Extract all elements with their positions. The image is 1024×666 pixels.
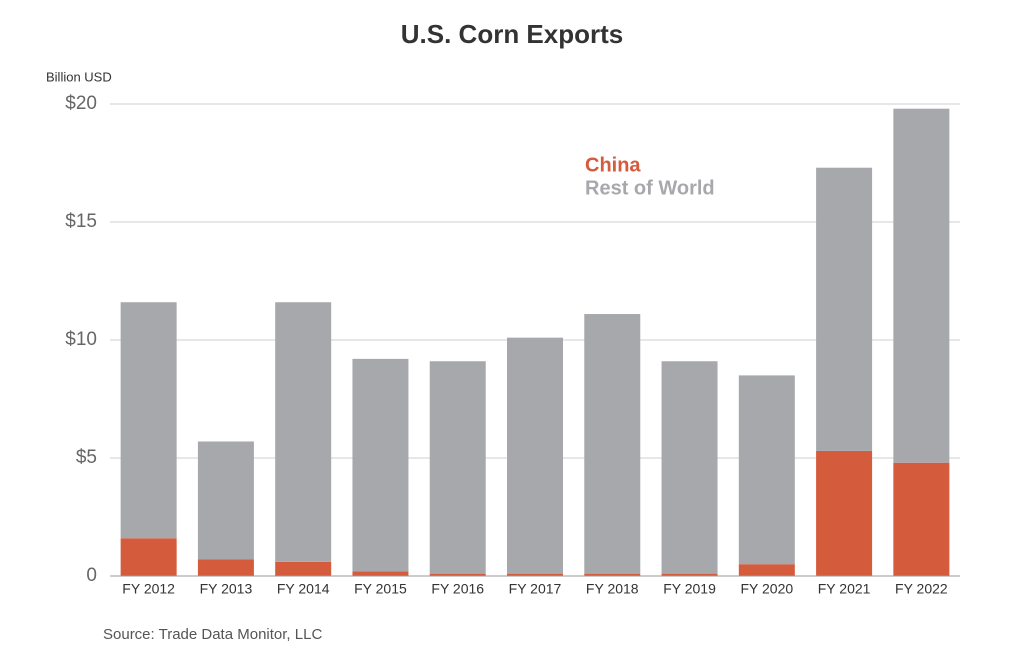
x-tick-label: FY 2017	[509, 581, 562, 597]
bar-segment	[816, 450, 873, 576]
bar-segment	[816, 167, 873, 451]
bar-segment	[197, 441, 254, 560]
legend-entry: Rest of World	[585, 177, 715, 199]
y-axis-label: Billion USD	[46, 69, 112, 84]
x-tick-label: FY 2022	[895, 581, 948, 597]
bar-segment	[738, 375, 795, 565]
x-tick-label: FY 2020	[740, 581, 793, 597]
y-tick-label: $20	[65, 93, 97, 114]
bar-segment	[584, 314, 641, 574]
bar-segment	[738, 564, 795, 576]
x-tick-label: FY 2021	[818, 581, 871, 597]
bar-segment	[275, 561, 332, 576]
x-tick-label: FY 2014	[277, 581, 330, 597]
x-tick-label: FY 2015	[354, 581, 407, 597]
y-tick-label: $5	[76, 447, 97, 468]
bar-segment	[197, 559, 254, 576]
bar-segment	[120, 302, 177, 539]
bar-segment	[661, 361, 718, 574]
bar-segment	[352, 571, 409, 576]
x-tick-label: FY 2018	[586, 581, 639, 597]
legend-entry: China	[585, 154, 641, 176]
bar-segment	[893, 462, 950, 576]
chart-title: U.S. Corn Exports	[401, 19, 623, 49]
bar-segment	[661, 573, 718, 576]
bar-segment	[893, 108, 950, 463]
x-tick-label: FY 2013	[200, 581, 253, 597]
bar-segment	[429, 361, 486, 574]
bar-segment	[352, 358, 409, 572]
bar-segment	[507, 337, 563, 574]
y-tick-label: 0	[86, 565, 97, 586]
bar-segment	[275, 302, 332, 562]
x-tick-label: FY 2012	[122, 581, 175, 597]
source-note: Source: Trade Data Monitor, LLC	[103, 626, 322, 643]
x-tick-label: FY 2016	[431, 581, 484, 597]
bar-segment	[429, 573, 486, 576]
bar-segment	[584, 573, 641, 576]
bar-segment	[507, 573, 563, 576]
y-tick-label: $10	[65, 329, 97, 350]
bar-segment	[120, 538, 177, 576]
x-tick-label: FY 2019	[663, 581, 716, 597]
y-tick-label: $15	[65, 211, 97, 232]
